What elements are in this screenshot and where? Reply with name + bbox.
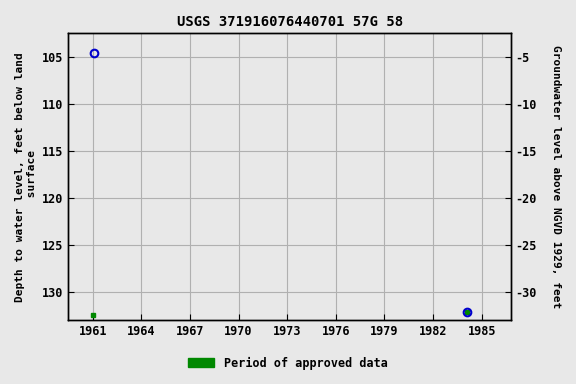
Title: USGS 371916076440701 57G 58: USGS 371916076440701 57G 58 (177, 15, 403, 29)
Y-axis label: Groundwater level above NGVD 1929, feet: Groundwater level above NGVD 1929, feet (551, 45, 561, 308)
Y-axis label: Depth to water level, feet below land
 surface: Depth to water level, feet below land su… (15, 52, 37, 301)
Legend: Period of approved data: Period of approved data (184, 352, 392, 374)
